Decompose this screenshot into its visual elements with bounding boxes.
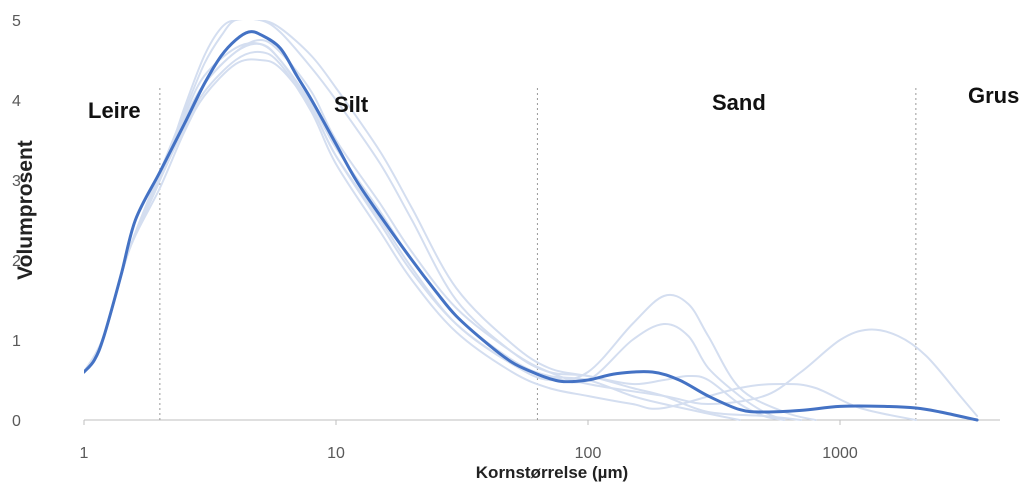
x-axis-title: Kornstørrelse (µm) (476, 463, 628, 482)
y-tick-label: 2 (12, 253, 21, 270)
y-tick-label: 0 (12, 413, 21, 430)
y-tick-label: 1 (12, 333, 21, 350)
x-tick-label: 100 (575, 445, 602, 462)
y-tick-label: 5 (12, 13, 21, 30)
mean-curve (84, 30, 979, 422)
boundary-lines (159, 88, 917, 420)
zone-labels: Leire Silt Sand Grus (88, 83, 1019, 123)
y-tick-label: 4 (12, 93, 21, 110)
x-tick-label: 10 (327, 445, 345, 462)
y-tick-labels: 0 1 2 3 4 5 (12, 13, 21, 430)
zone-label-leire: Leire (88, 98, 141, 123)
mean-curve-group (84, 30, 979, 422)
sample-curve-1 (84, 20, 802, 421)
sample-curve-6 (84, 39, 979, 417)
sample-curves (84, 20, 979, 421)
zone-label-silt: Silt (334, 92, 369, 117)
zone-label-sand: Sand (712, 90, 766, 115)
x-tick-label: 1000 (822, 445, 858, 462)
zone-label-grus: Grus (968, 83, 1019, 108)
x-tick-labels: 1 10 100 1000 (80, 420, 858, 462)
sample-curve-3 (84, 50, 917, 421)
sample-curve-7 (84, 20, 786, 421)
y-tick-label: 3 (12, 173, 21, 190)
y-axis-title: Volumprosent (14, 140, 37, 280)
x-tick-label: 1 (80, 445, 89, 462)
